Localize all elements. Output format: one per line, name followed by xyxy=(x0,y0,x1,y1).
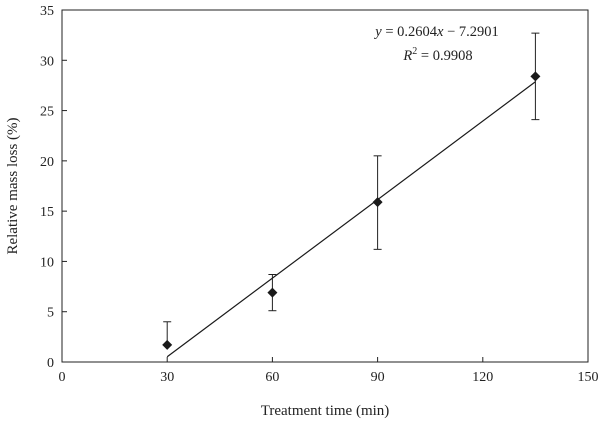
x-tick-label: 30 xyxy=(160,370,174,385)
r-symbol: R xyxy=(402,48,412,64)
data-point-marker xyxy=(530,71,541,82)
x-axis-ticks: 0 30 60 90 120 150 xyxy=(59,357,599,385)
fit-layer xyxy=(166,81,536,358)
y-tick-label: 10 xyxy=(40,255,54,270)
x-tick-label: 120 xyxy=(472,370,493,385)
y-tick-label: 0 xyxy=(47,356,54,371)
r-squared-value: = 0.9908 xyxy=(417,48,472,64)
data-point-marker xyxy=(162,339,173,350)
data-point-marker xyxy=(372,197,383,208)
x-tick-label: 0 xyxy=(59,370,66,385)
plot-frame xyxy=(61,9,589,363)
equation-slope-text: = 0.2604 xyxy=(382,24,438,40)
y-tick-label: 15 xyxy=(40,205,54,220)
y-tick-label: 30 xyxy=(40,54,54,69)
r-squared-label: R2 = 0.9908 xyxy=(402,46,472,64)
x-tick-label: 90 xyxy=(371,370,385,385)
regression-equation: y = 0.2604x − 7.2901 xyxy=(373,24,499,40)
y-axis-ticks: 0 5 10 15 20 25 30 35 xyxy=(40,4,67,371)
equation-intercept-text: − 7.2901 xyxy=(443,24,498,40)
data-point-marker xyxy=(267,287,278,298)
y-tick-label: 35 xyxy=(40,4,54,19)
x-tick-label: 60 xyxy=(265,370,279,385)
equation-x-symbol: x xyxy=(436,24,444,40)
y-tick-label: 20 xyxy=(40,155,54,170)
x-tick-label: 150 xyxy=(578,370,599,385)
r-superscript: 2 xyxy=(412,46,417,57)
y-tick-label: 25 xyxy=(40,105,54,120)
x-axis-title: Treatment time (min) xyxy=(261,403,390,419)
error-bars xyxy=(163,32,540,346)
data-points xyxy=(162,71,541,350)
equation-y-symbol: y xyxy=(373,24,382,40)
y-axis-title: Relative mass loss (%) xyxy=(5,117,21,254)
fit-line xyxy=(166,81,536,358)
y-tick-label: 5 xyxy=(47,306,54,321)
